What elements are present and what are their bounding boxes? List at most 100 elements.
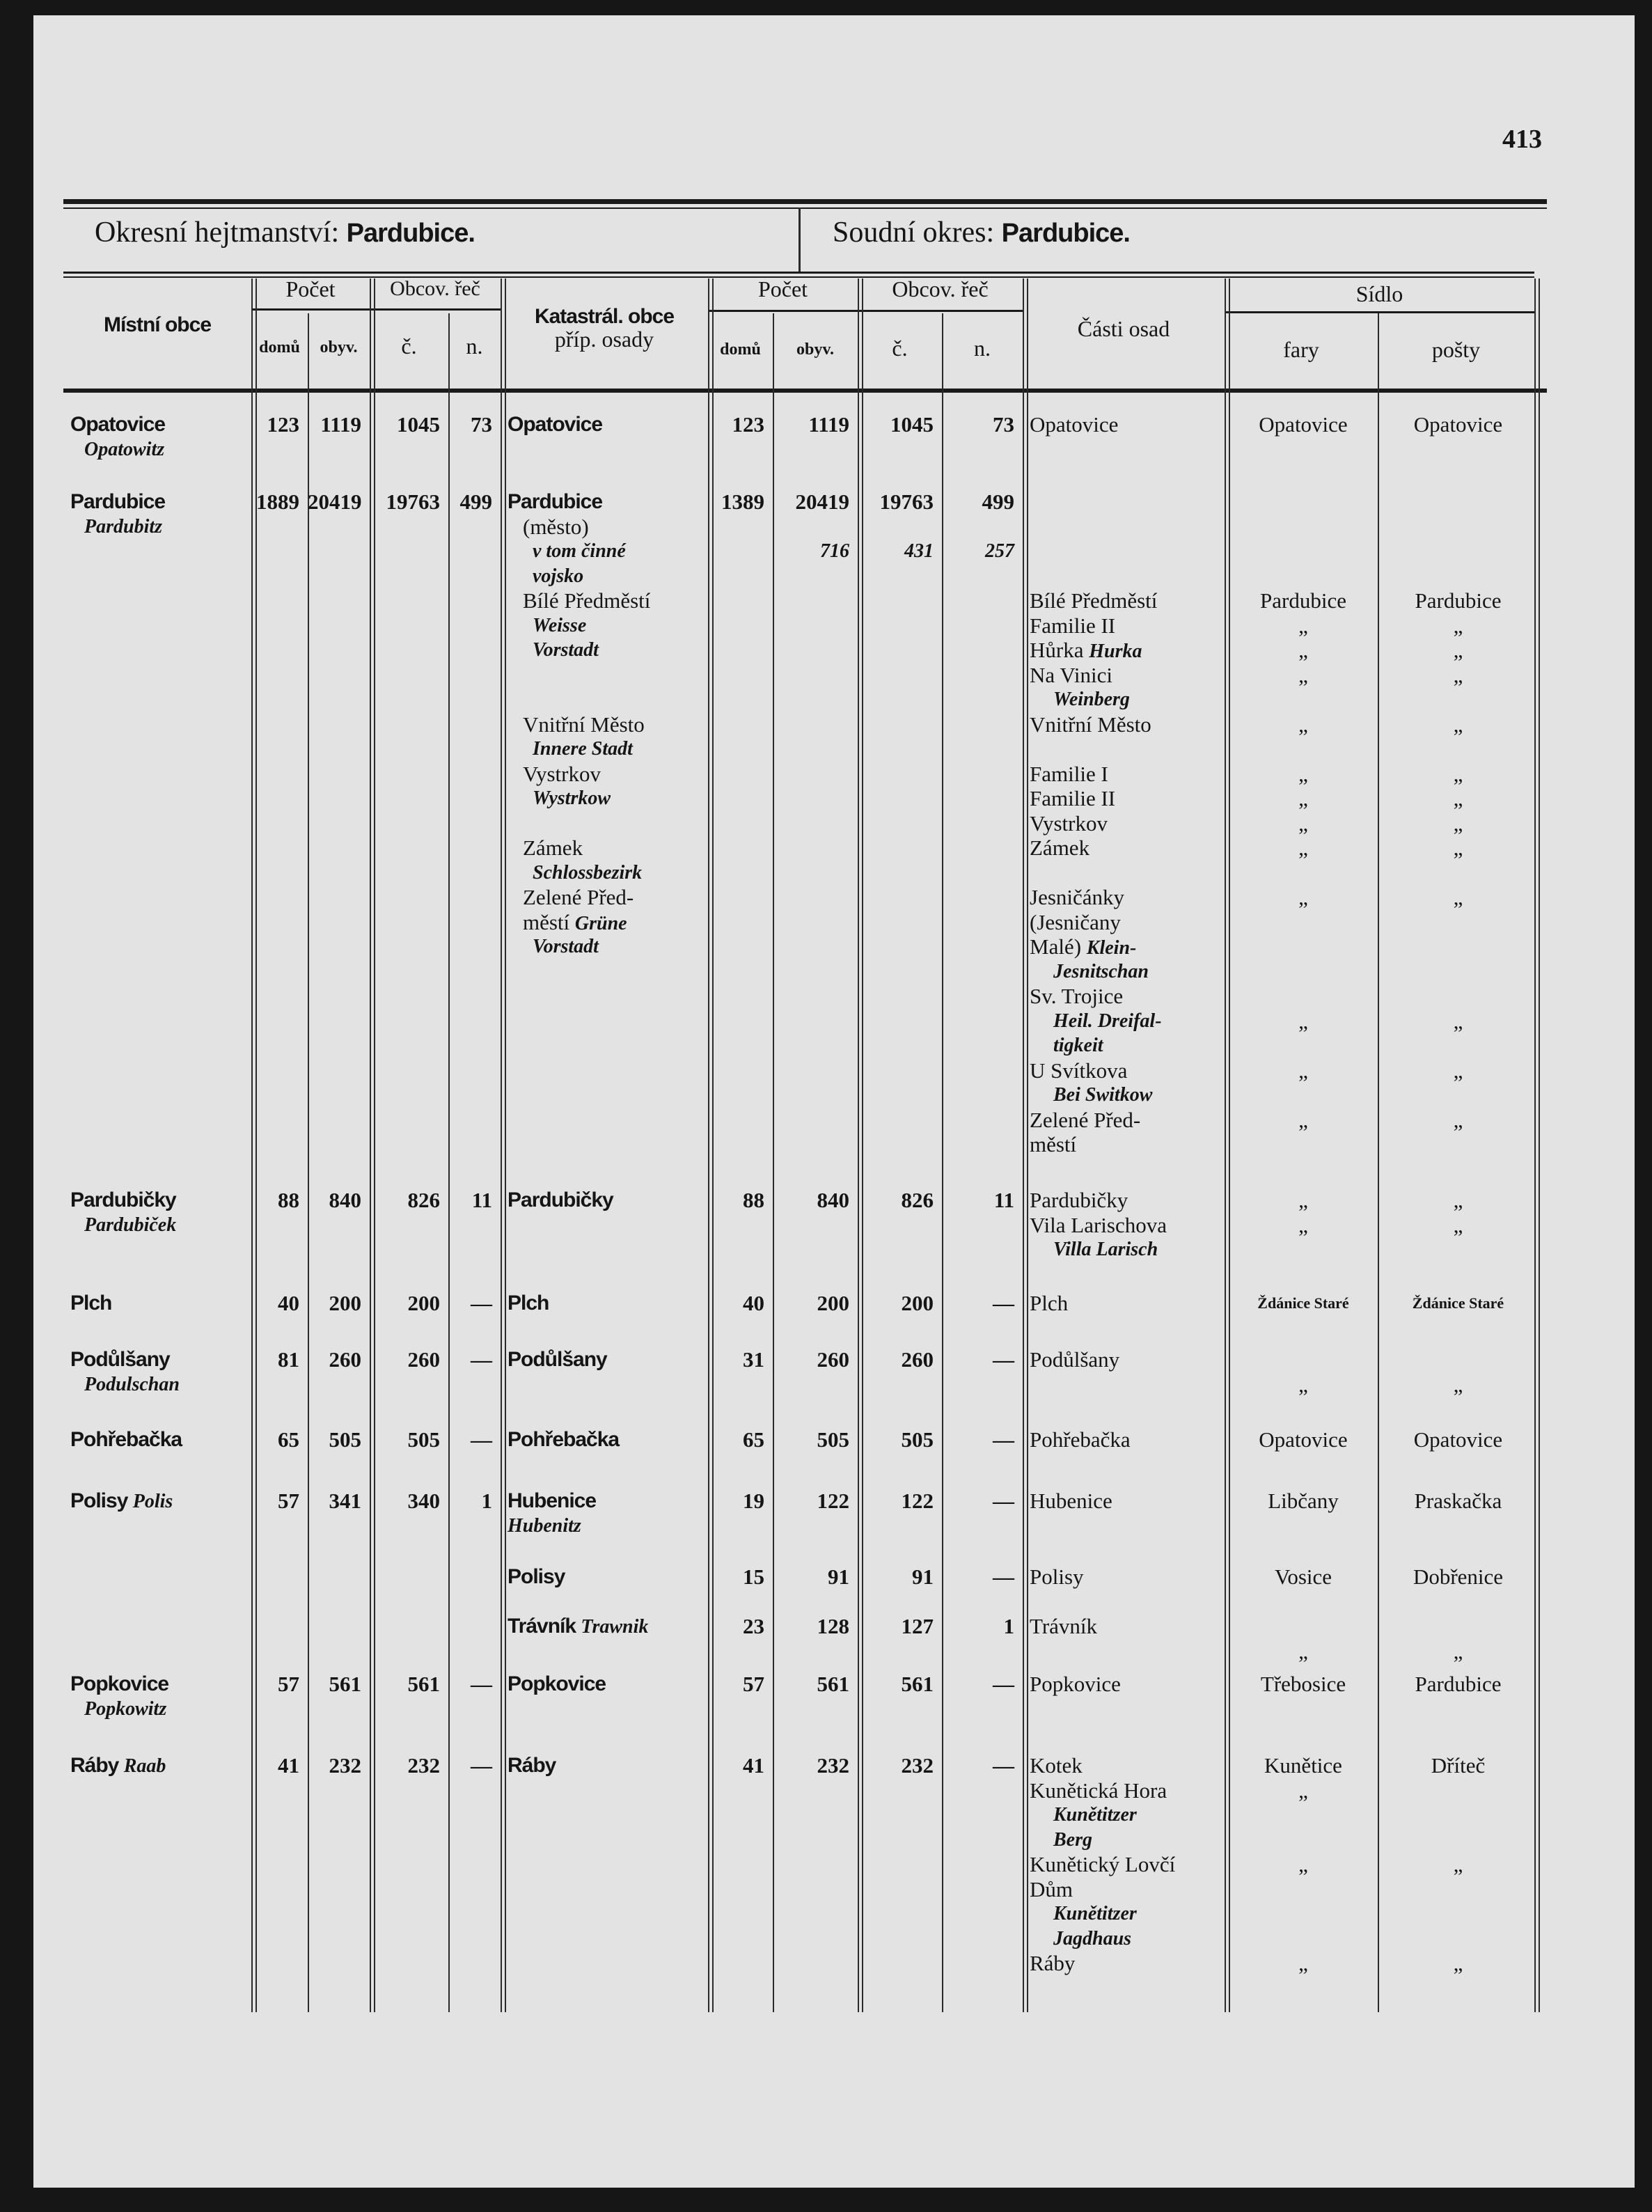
cell-line: Trávník Trawnik: [508, 1614, 705, 1639]
col-header-obcov-1: Obcov. řeč: [390, 277, 480, 300]
cell-line: 15: [708, 1564, 764, 1590]
cell-line: „: [1232, 1639, 1375, 1664]
cell-line: 123: [708, 412, 765, 437]
cell-line: [1385, 861, 1532, 886]
cell-text: 232: [901, 1753, 934, 1778]
cell-domu2: 57: [708, 1672, 764, 1697]
court-label: Soudní okres:: [833, 217, 995, 249]
cell-line: Zámek: [1030, 836, 1222, 861]
cell-fary: Kunětice „ „ „: [1232, 1753, 1375, 1976]
cell-line: [1385, 539, 1532, 564]
cell-text: 505: [817, 1427, 850, 1452]
cell-line: Praskačka: [1385, 1489, 1532, 1514]
cell-text: —: [471, 1347, 492, 1372]
cell-c2: 91: [858, 1564, 934, 1590]
cell-c1: 505: [370, 1427, 441, 1452]
cell-posty: Pardubice „ „ „ „ „ „ „ „ „ „ „ „: [1385, 489, 1532, 1132]
cell-text: „: [1453, 810, 1463, 836]
cell-casti: Pohřebačka: [1030, 1427, 1222, 1452]
cell-line: Malé) Klein-: [1030, 934, 1222, 959]
cell-line: —: [942, 1753, 1014, 1778]
cell-line: 200: [773, 1291, 850, 1316]
cell-casti: Polisy: [1030, 1564, 1222, 1590]
cell-n1: 73: [448, 412, 492, 437]
cell-text: 840: [329, 1188, 362, 1212]
cell-line: 41: [708, 1753, 764, 1778]
cell-line: Hubenice: [1030, 1489, 1222, 1514]
cell-text: 505: [329, 1427, 362, 1452]
cell-text: Kunětický Lovčí: [1030, 1852, 1176, 1876]
cell-text: „: [1298, 1638, 1308, 1663]
cell-line: „: [1232, 762, 1375, 787]
column-rule: [708, 279, 709, 2012]
cell-line: [1385, 515, 1532, 540]
cell-line: „: [1385, 1951, 1532, 1976]
cell-casti: Podůlšany: [1030, 1347, 1222, 1372]
cell-line: [1232, 984, 1375, 1009]
cell-text: Vnitřní Město: [1030, 712, 1151, 737]
cell-line: —: [448, 1672, 492, 1697]
cell-text: „: [1453, 1107, 1463, 1132]
cell-line: „: [1232, 712, 1375, 737]
cell-text: Podůlšany: [1030, 1347, 1120, 1372]
cell-text: „: [1453, 836, 1463, 860]
cell-text: Opatovice: [508, 413, 603, 436]
column-rule: [862, 279, 863, 2012]
cell-casti: Trávník: [1030, 1614, 1222, 1639]
cell-text: —: [993, 1564, 1014, 1589]
cell-posty: „: [1385, 1347, 1532, 1397]
cell-line: 40: [708, 1291, 764, 1316]
cell-line: 232: [858, 1753, 934, 1778]
cell-n1: —: [448, 1427, 492, 1452]
column-rule: [1225, 279, 1226, 2012]
column-rule: [1023, 279, 1024, 2012]
cell-text: —: [993, 1672, 1014, 1696]
cell-line: Ráby: [508, 1753, 705, 1778]
cell-line: [1385, 910, 1532, 935]
cell-domu1: 41: [251, 1753, 299, 1778]
cell-text: Pardubice: [1415, 1672, 1502, 1696]
cell-line: 88: [708, 1188, 764, 1213]
cell-line: „: [1385, 1058, 1532, 1083]
cell-katastr: Pardubičky: [508, 1188, 705, 1213]
cell-text: Kunětitzer: [1053, 1804, 1137, 1826]
cell-posty: Praskačka: [1385, 1489, 1532, 1514]
cell-line: 19: [708, 1489, 764, 1514]
cell-line: Zelené Před-: [1030, 1108, 1222, 1133]
cell-n1: 11: [448, 1188, 492, 1213]
cell-line: 840: [308, 1188, 362, 1213]
cell-obyv2: 840: [773, 1188, 850, 1213]
cell-obyv1: 260: [308, 1347, 362, 1372]
cell-line: Pardubitz: [70, 515, 249, 540]
cell-line: Hubenitz: [508, 1514, 705, 1539]
cell-line: 73: [448, 412, 492, 437]
cell-line: Vorstadt: [508, 638, 705, 663]
cell-line: Familie II: [1030, 786, 1222, 811]
cell-n2: 1: [942, 1614, 1015, 1639]
cell-mistni: Popkovice Popkowitz: [70, 1672, 249, 1721]
cell-text: 340: [407, 1489, 441, 1513]
cell-line: Zámek: [508, 836, 705, 861]
column-rule: [858, 279, 859, 2012]
column-rule: [1229, 279, 1230, 2012]
cell-text: Berg: [1053, 1828, 1092, 1851]
cell-c2: 1045: [858, 412, 934, 437]
cell-text: Praskačka: [1414, 1489, 1502, 1513]
cell-text-german: Polis: [132, 1491, 173, 1512]
cell-domu2: 19: [708, 1489, 764, 1514]
cell-n2: 499 257: [942, 489, 1015, 564]
cell-line: 11: [448, 1188, 492, 1213]
cell-katastr: Popkovice: [508, 1672, 705, 1697]
cell-line: Vila Larischova: [1030, 1213, 1222, 1238]
cell-obyv2: 232: [773, 1753, 850, 1778]
col-header-casti: Části osad: [1077, 316, 1170, 341]
cell-line: [1030, 564, 1222, 589]
cell-text: Podůlšany: [508, 1348, 608, 1371]
cell-text: 122: [817, 1489, 850, 1513]
cell-line: [1030, 737, 1222, 762]
cell-line: [1030, 539, 1222, 564]
cell-obyv2: 20419 716: [773, 489, 850, 564]
cell-line: Plch: [1030, 1291, 1222, 1316]
cell-text: 11: [993, 1188, 1014, 1212]
cell-text: 232: [817, 1753, 850, 1778]
